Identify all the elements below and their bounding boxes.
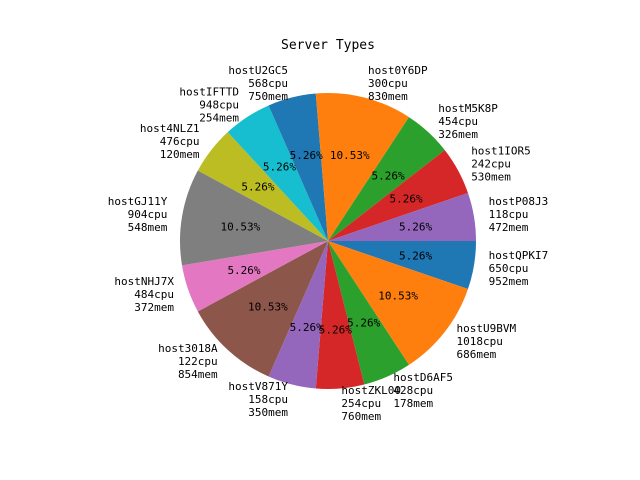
slice-name: host3018A <box>158 342 218 355</box>
percent-labels: 5.26%10.53%5.26%5.26%5.26%10.53%5.26%10.… <box>221 149 433 337</box>
slice-cpu: 568cpu <box>248 77 288 90</box>
pie-slice-hostGJ11Y <box>180 170 328 266</box>
slice-name: hostU2GC5 <box>228 64 288 77</box>
slice-cpu: 1018cpu <box>457 335 503 348</box>
slice-cpu: 122cpu <box>178 355 218 368</box>
slice-mem: 530mem <box>471 171 511 184</box>
slice-name: host1IOR5 <box>471 145 531 158</box>
percent-label: 5.26% <box>263 161 296 174</box>
slice-cpu: 650cpu <box>489 262 529 275</box>
percent-label: 5.26% <box>399 250 432 263</box>
slice-label-hostGJ11Y: hostGJ11Y 904cpu 548mem <box>108 195 168 234</box>
slice-mem: 952mem <box>489 275 529 288</box>
slice-label-hostQPKI7: hostQPKI7 650cpu 952mem <box>489 249 549 288</box>
pie-slice-hostNHJ7X <box>182 241 328 312</box>
slice-name: hostV871Y <box>228 380 288 393</box>
slice-name: hostP08J3 <box>489 195 549 208</box>
slice-name: hostIFTTD <box>179 86 239 99</box>
percent-label: 5.26% <box>347 316 380 329</box>
percent-label: 5.26% <box>227 264 260 277</box>
slice-cpu: 300cpu <box>368 77 408 90</box>
slice-cpu: 254cpu <box>341 397 381 410</box>
slice-cpu: 484cpu <box>134 288 174 301</box>
percent-label: 5.26% <box>399 220 432 233</box>
slice-mem: 350mem <box>248 406 288 419</box>
slice-cpu: 242cpu <box>471 158 511 171</box>
slice-label-host0Y6DP: host0Y6DP 300cpu 830mem <box>368 64 428 103</box>
slice-mem: 686mem <box>457 348 497 361</box>
slice-cpu: 476cpu <box>160 135 200 148</box>
percent-label: 5.26% <box>372 170 405 183</box>
slice-name: hostZKL00 <box>341 384 401 397</box>
slice-mem: 472mem <box>489 221 529 234</box>
pie-slice-hostQPKI7 <box>328 241 476 290</box>
slice-name: hostNHJ7X <box>114 275 174 288</box>
pie-slice-hostP08J3 <box>328 192 476 241</box>
slice-cpu: 948cpu <box>199 99 239 112</box>
slice-mem: 830mem <box>368 90 408 103</box>
pie-slice-hostM5K8P <box>328 117 445 241</box>
slice-cpu: 428cpu <box>393 384 433 397</box>
pie-slice-hostU9BVM <box>328 241 468 365</box>
slice-mem: 750mem <box>248 90 288 103</box>
slice-mem: 254mem <box>199 112 239 125</box>
percent-label: 5.26% <box>319 324 352 337</box>
slice-mem: 326mem <box>438 128 478 141</box>
pie-slice-hostIFTTD <box>227 105 328 241</box>
slice-name: hostQPKI7 <box>489 249 549 262</box>
pie-slice-host0Y6DP <box>315 93 409 241</box>
slice-label-host3018A: host3018A 122cpu 854mem <box>158 342 218 381</box>
slice-cpu: 118cpu <box>489 208 529 221</box>
slice-mem: 372mem <box>134 301 174 314</box>
slice-name: hostGJ11Y <box>108 195 168 208</box>
chart-title: Server Types <box>281 38 375 53</box>
slice-cpu: 158cpu <box>248 393 288 406</box>
slice-label-hostU2GC5: hostU2GC5 568cpu 750mem <box>228 64 288 103</box>
pie-slice-hostU2GC5 <box>268 93 328 241</box>
slice-cpu: 454cpu <box>438 115 478 128</box>
slice-label-host1IOR5: host1IOR5 242cpu 530mem <box>471 145 531 184</box>
pie-slice-host4NLZ1 <box>197 132 328 241</box>
slice-label-host4NLZ1: host4NLZ1 476cpu 120mem <box>140 122 200 161</box>
slice-label-hostU9BVM: hostU9BVM 1018cpu 686mem <box>457 322 517 361</box>
slice-label-hostIFTTD: hostIFTTD 948cpu 254mem <box>179 86 239 125</box>
slice-mem: 120mem <box>160 148 200 161</box>
slice-label-hostZKL00: hostZKL00 254cpu 760mem <box>341 384 401 423</box>
slice-label-hostV871Y: hostV871Y 158cpu 350mem <box>228 380 288 419</box>
percent-label: 5.26% <box>290 321 323 334</box>
pie-slices <box>180 93 476 389</box>
slice-name: host4NLZ1 <box>140 122 200 135</box>
percent-label: 10.53% <box>221 220 261 233</box>
percent-label: 5.26% <box>241 181 274 194</box>
slice-name: host0Y6DP <box>368 64 428 77</box>
slice-cpu: 904cpu <box>128 208 168 221</box>
slice-label-hostM5K8P: hostM5K8P 454cpu 326mem <box>438 102 498 141</box>
pie-slice-hostD6AF5 <box>328 241 409 385</box>
slice-mem: 548mem <box>128 221 168 234</box>
pie-slice-hostV871Y <box>268 241 328 389</box>
percent-label: 5.26% <box>290 149 323 162</box>
percent-label: 5.26% <box>390 193 423 206</box>
slice-name: hostU9BVM <box>457 322 517 335</box>
slice-mem: 178mem <box>393 397 433 410</box>
slice-label-hostNHJ7X: hostNHJ7X 484cpu 372mem <box>114 275 174 314</box>
pie-slice-host1IOR5 <box>328 150 468 241</box>
slice-label-hostD6AF5: hostD6AF5 428cpu 178mem <box>393 371 453 410</box>
slice-label-hostP08J3: hostP08J3 118cpu 472mem <box>489 195 549 234</box>
slice-name: hostM5K8P <box>438 102 498 115</box>
percent-label: 10.53% <box>330 149 370 162</box>
percent-label: 10.53% <box>378 290 418 303</box>
pie-slice-host3018A <box>197 241 328 377</box>
pie-slice-hostZKL00 <box>315 241 365 389</box>
percent-label: 10.53% <box>248 300 288 313</box>
slice-mem: 760mem <box>341 410 381 423</box>
slice-name: hostD6AF5 <box>393 371 453 384</box>
slice-labels: hostQPKI7 650cpu 952mem hostU9BVM 1018cpu 686… <box>108 64 548 423</box>
slice-mem: 854mem <box>178 368 218 381</box>
